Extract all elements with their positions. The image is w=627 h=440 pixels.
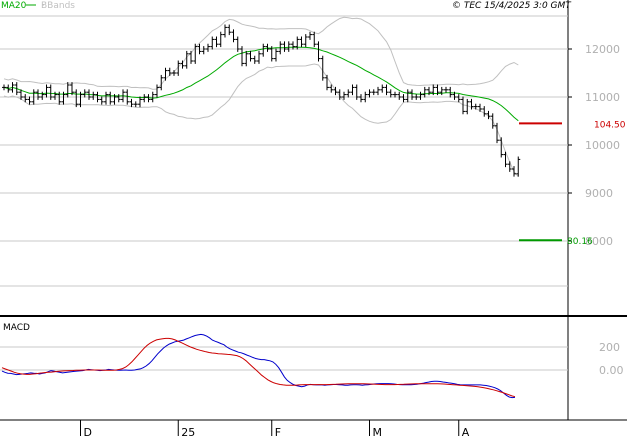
- ma20-line: [3, 46, 519, 122]
- macd-tick-label: 0.00: [599, 364, 624, 377]
- x-tick-label: M: [373, 426, 383, 439]
- x-tick-label: D: [84, 426, 92, 439]
- ma20-legend-label: MA20: [1, 1, 27, 11]
- x-tick-label: A: [462, 426, 470, 439]
- price-tick-label: 10000: [585, 139, 620, 152]
- bollinger-lower-band: [3, 63, 519, 177]
- x-tick-label: 25: [181, 426, 195, 439]
- resistance-level-label: 104.50: [594, 120, 626, 130]
- price-tick-label: 9000: [585, 187, 613, 200]
- support-level-label: 80.16: [567, 237, 593, 247]
- x-tick-label: F: [275, 426, 281, 439]
- price-tick-label: 11000: [585, 91, 620, 104]
- price-tick-label: 12000: [585, 43, 620, 56]
- macd-panel-title: MACD: [3, 323, 30, 333]
- chart-credit: © TEC 15/4/2025 3:0 GMT: [452, 1, 572, 11]
- bbands-legend-label: BBands: [41, 1, 75, 11]
- macd-tick-label: 200: [599, 341, 620, 354]
- bollinger-upper-band: [3, 16, 519, 90]
- price-tick-label: 8000: [585, 235, 613, 248]
- macd-signal-line: [1, 337, 516, 398]
